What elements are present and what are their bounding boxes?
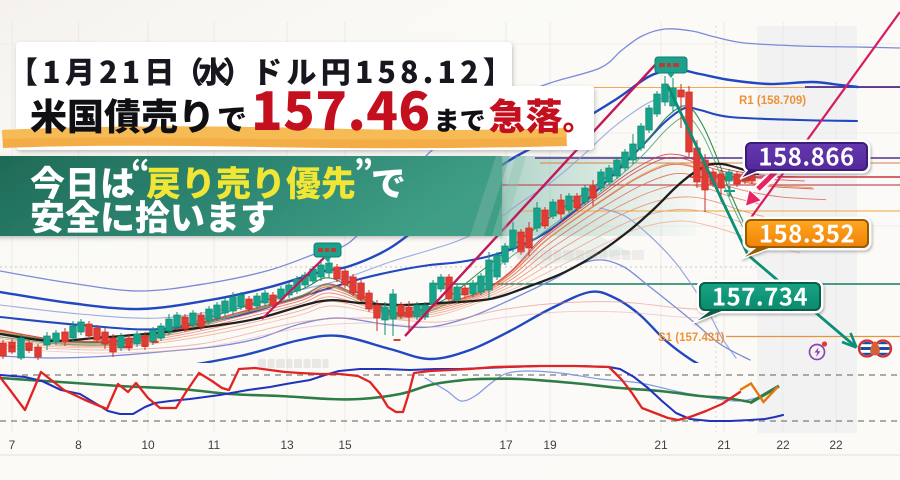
- svg-text:8: 8: [75, 438, 82, 452]
- svg-text:22: 22: [829, 438, 843, 452]
- svg-text:R1 (158.709): R1 (158.709): [739, 95, 806, 107]
- svg-text:19: 19: [543, 438, 557, 452]
- svg-text:21: 21: [717, 438, 731, 452]
- svg-text:17: 17: [499, 438, 513, 452]
- svg-text:22: 22: [776, 438, 790, 452]
- svg-text:21: 21: [654, 438, 668, 452]
- svg-text:S1 (157.431): S1 (157.431): [658, 332, 725, 344]
- svg-text:13: 13: [280, 438, 294, 452]
- svg-text:15: 15: [338, 438, 352, 452]
- svg-text:10: 10: [141, 438, 155, 452]
- svg-text:11: 11: [208, 438, 221, 452]
- svg-text:7: 7: [9, 438, 16, 452]
